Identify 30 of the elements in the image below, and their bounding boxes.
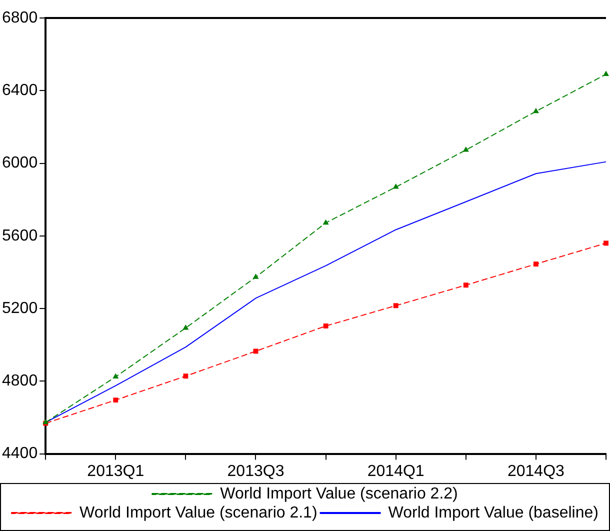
point — [112, 373, 119, 379]
point — [602, 70, 610, 76]
point — [253, 348, 258, 354]
point — [532, 108, 539, 114]
point — [322, 219, 329, 225]
x-tick-label: 2013Q1 — [87, 462, 144, 480]
point — [462, 146, 469, 152]
y-tick-label: 4800 — [2, 372, 38, 390]
legend-label: World Import Value (scenario 2.1) — [80, 504, 318, 522]
y-tick-label: 5600 — [2, 227, 38, 244]
x-tick-label: 2013Q3 — [227, 462, 284, 480]
legend-label: World Import Value (scenario 2.2) — [220, 485, 458, 502]
y-tick-label: 6000 — [2, 154, 38, 172]
legend-label: World Import Value (baseline) — [388, 504, 598, 522]
point — [182, 324, 189, 330]
y-tick-label: 6400 — [2, 82, 38, 100]
point — [393, 303, 398, 308]
x-tick-label: 2014Q3 — [507, 462, 565, 480]
x-tick-label: 2014Q1 — [367, 462, 424, 480]
point — [183, 374, 188, 379]
point — [323, 323, 328, 328]
point — [533, 262, 538, 267]
point — [604, 240, 608, 246]
y-tick-label: 4400 — [2, 445, 38, 462]
point — [463, 282, 468, 288]
point — [113, 398, 118, 403]
point — [252, 274, 259, 279]
y-tick-label: 5200 — [2, 300, 38, 317]
point — [392, 184, 399, 189]
y-tick-label: 6800 — [2, 9, 38, 26]
